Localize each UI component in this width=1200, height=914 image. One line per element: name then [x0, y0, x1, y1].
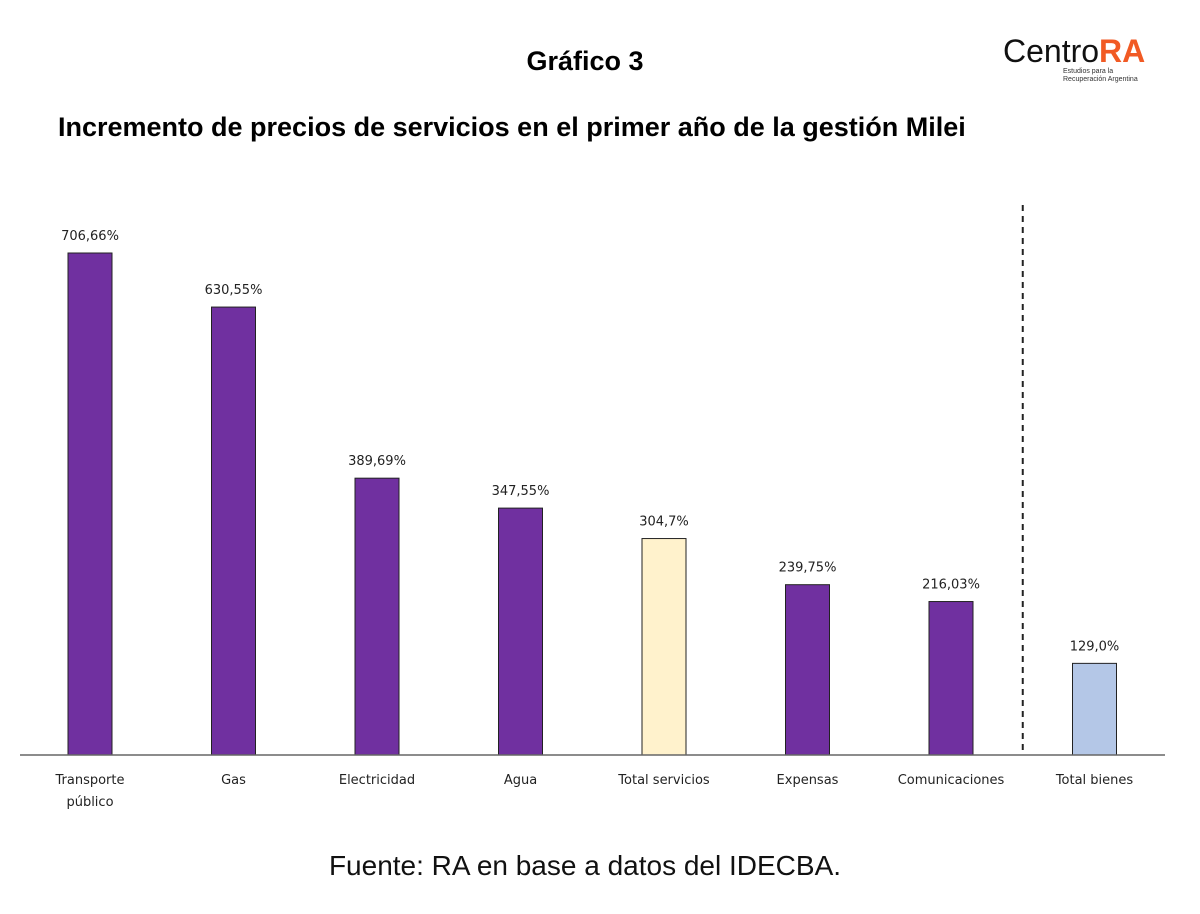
data-label-2: 389,69% — [348, 454, 406, 469]
category-label-2: Electricidad — [339, 773, 415, 788]
source-note: Fuente: RA en base a datos del IDECBA. — [328, 850, 842, 881]
data-label-7: 129,0% — [1070, 639, 1120, 654]
bar-chart: 706,66% Transporte público 630,55% Gas 389,69… — [20, 205, 1165, 810]
bar-6 — [928, 601, 974, 756]
category-label-5: Expensas — [777, 773, 839, 788]
category-label-0: Transporte público — [55, 773, 125, 810]
bar-7 — [1072, 662, 1117, 756]
logo-tagline-2: Recuperación Argentina — [1063, 76, 1138, 83]
logo-tagline-1: Estudios para la — [1063, 68, 1114, 75]
category-label-3: Agua — [504, 773, 537, 788]
centro-ra-logo: CentroRA Estudios para la Recuperación A… — [1003, 34, 1173, 94]
bar-4 — [641, 538, 687, 756]
data-label-3: 347,55% — [492, 484, 550, 499]
data-label-4: 304,7% — [639, 515, 689, 530]
bar-1 — [211, 306, 256, 756]
category-label-1: Gas — [221, 773, 246, 788]
data-label-1: 630,55% — [205, 283, 263, 298]
logo-text-centro: Centro — [1003, 33, 1100, 69]
chart-title: Incremento de precios de servicios en el… — [58, 112, 966, 142]
category-label-6: Comunicaciones — [898, 773, 1005, 788]
bar-5 — [785, 584, 830, 756]
bar-0 — [67, 252, 113, 756]
graph-number: Gráfico 3 — [526, 46, 644, 76]
logo-text-ra: RA — [1099, 33, 1146, 69]
data-label-0: 706,66% — [61, 229, 119, 244]
category-label-7: Total bienes — [1055, 773, 1134, 788]
category-label-4: Total servicios — [617, 773, 710, 788]
data-label-5: 239,75% — [779, 561, 837, 576]
data-label-6: 216,03% — [922, 578, 980, 593]
bar-3 — [498, 507, 543, 756]
bar-2 — [354, 477, 400, 756]
